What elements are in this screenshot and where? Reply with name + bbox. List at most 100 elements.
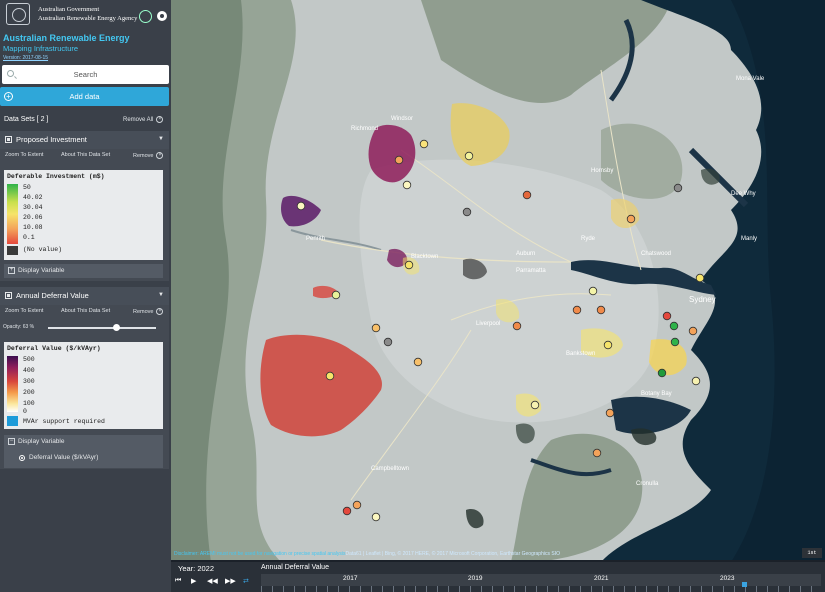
site-marker[interactable] — [695, 273, 705, 283]
site-marker[interactable] — [605, 408, 615, 418]
skip-back-icon[interactable]: ⏮ — [175, 577, 182, 584]
dataset-actions: Zoom To Extent About This Data Set Remov… — [0, 305, 169, 319]
investment-markers[interactable] — [296, 139, 705, 522]
timeline-year: 2021 — [594, 575, 609, 582]
site-marker[interactable] — [670, 337, 680, 347]
remove-dataset-button[interactable]: Remove × — [133, 152, 164, 159]
settings-icon[interactable] — [157, 11, 167, 21]
site-marker[interactable] — [530, 400, 540, 410]
site-marker[interactable] — [596, 305, 606, 315]
road-m4 — [320, 239, 572, 263]
dataset-header[interactable]: Annual Deferral Value ▼ — [0, 287, 169, 305]
site-marker[interactable] — [603, 340, 613, 350]
deferral-zone-dural[interactable] — [450, 103, 510, 166]
map-canvas[interactable]: Sydney Hornsby Parramatta Blacktown Penr… — [171, 0, 825, 562]
site-marker[interactable] — [394, 155, 404, 165]
timeline-track[interactable]: 2017 2019 2021 2023 — [261, 574, 821, 586]
site-marker[interactable] — [662, 311, 672, 321]
zoom-to-extent-link[interactable]: Zoom To Extent — [5, 308, 44, 314]
deferral-zone-riverstone[interactable] — [368, 124, 416, 183]
place-label: Liverpool — [476, 321, 500, 327]
dataset-actions: Zoom To Extent About This Data Set Remov… — [0, 149, 169, 163]
deferral-zone-camden[interactable] — [260, 334, 382, 437]
legend-no-value-swatch — [7, 246, 18, 255]
site-marker[interactable] — [657, 368, 667, 378]
disclaimer-link[interactable]: Disclaimer: AREMI must not be used for n… — [174, 551, 346, 557]
add-data-button[interactable]: + Add data — [0, 87, 169, 106]
deferral-zone-penrith[interactable] — [281, 195, 321, 227]
visibility-checkbox[interactable] — [5, 292, 12, 299]
play-icon[interactable]: ▶ — [191, 578, 197, 585]
about-dataset-link[interactable]: About This Data Set — [61, 308, 111, 314]
visibility-checkbox[interactable] — [5, 136, 12, 143]
loop-icon[interactable]: ⇄ — [243, 578, 249, 585]
site-marker[interactable] — [371, 323, 381, 333]
site-marker[interactable] — [691, 376, 701, 386]
deferral-zone-heathcote[interactable] — [466, 509, 484, 529]
dataset-title: Proposed Investment — [16, 135, 87, 144]
deferral-zone-erskine-park[interactable] — [313, 285, 338, 299]
about-dataset-link[interactable]: About This Data Set — [61, 152, 111, 158]
hawkesbury-river — [608, 18, 635, 102]
chevron-down-icon[interactable]: ▼ — [158, 136, 164, 142]
site-marker[interactable] — [688, 326, 698, 336]
legend-gradient — [7, 356, 18, 412]
site-marker[interactable] — [342, 506, 352, 516]
map-view[interactable]: Sydney Hornsby Parramatta Blacktown Penr… — [171, 0, 825, 562]
site-marker[interactable] — [464, 151, 474, 161]
deferral-zone-liverpool[interactable] — [496, 299, 520, 323]
legend-title: Deferral Value ($/kVAyr) — [7, 345, 101, 352]
site-marker[interactable] — [331, 290, 341, 300]
deferral-zone-no-value[interactable] — [463, 258, 487, 280]
site-marker[interactable] — [588, 286, 598, 296]
legend-item: 0 — [23, 408, 27, 415]
site-marker[interactable] — [673, 183, 683, 193]
timeline-marker[interactable] — [742, 582, 747, 587]
deferral-zone-mascot[interactable] — [649, 339, 687, 376]
site-marker[interactable] — [402, 180, 412, 190]
deferral-zone-kurnell[interactable] — [631, 428, 657, 446]
legend-item: 500 — [23, 356, 35, 363]
legend-item: 300 — [23, 378, 35, 385]
display-variable-toggle[interactable]: + Display Variable — [4, 264, 163, 278]
deferral-zone-mount-druitt[interactable] — [387, 248, 408, 268]
opacity-slider-thumb[interactable] — [112, 324, 120, 331]
site-marker[interactable] — [462, 207, 472, 217]
add-data-label: Add data — [69, 92, 100, 101]
site-marker[interactable] — [512, 321, 522, 331]
site-marker[interactable] — [669, 321, 679, 331]
site-marker[interactable] — [419, 139, 429, 149]
government-header: Australian Government Australian Renewab… — [0, 0, 171, 28]
remove-dataset-button[interactable]: Remove × — [133, 308, 164, 315]
deferral-zone-canterbury[interactable] — [581, 328, 623, 358]
step-forward-icon[interactable]: ▶▶ — [225, 578, 236, 585]
display-variable-toggle[interactable]: − Display Variable — [4, 435, 163, 449]
dataset-title: Annual Deferral Value — [16, 291, 89, 300]
deferral-zone-dee-why[interactable] — [701, 168, 720, 185]
site-marker[interactable] — [413, 357, 423, 367]
site-marker[interactable] — [626, 214, 636, 224]
variable-radio[interactable] — [19, 455, 25, 461]
zoom-to-extent-link[interactable]: Zoom To Extent — [5, 152, 44, 158]
site-marker[interactable] — [352, 500, 362, 510]
collapse-icon: − — [8, 438, 15, 445]
site-marker[interactable] — [522, 190, 532, 200]
deferral-zone-bankstown-dark[interactable] — [515, 423, 535, 444]
remove-all-button[interactable]: Remove All × — [123, 116, 164, 123]
opacity-slider[interactable] — [48, 324, 156, 331]
deferral-zone-padstow[interactable] — [516, 393, 542, 417]
version-link[interactable]: Version: 2017-08-15 — [3, 55, 49, 61]
site-marker[interactable] — [592, 448, 602, 458]
site-marker[interactable] — [572, 305, 582, 315]
site-marker[interactable] — [296, 201, 306, 211]
close-icon: × — [156, 152, 164, 159]
site-marker[interactable] — [404, 260, 414, 270]
dataset-header[interactable]: Proposed Investment ▼ — [0, 131, 169, 149]
search-input[interactable]: Search — [2, 65, 169, 84]
site-marker[interactable] — [325, 371, 335, 381]
legend-item: 20.06 — [23, 214, 43, 221]
chevron-down-icon[interactable]: ▼ — [158, 292, 164, 298]
step-back-icon[interactable]: ◀◀ — [207, 578, 218, 585]
site-marker[interactable] — [383, 337, 393, 347]
site-marker[interactable] — [371, 512, 381, 522]
